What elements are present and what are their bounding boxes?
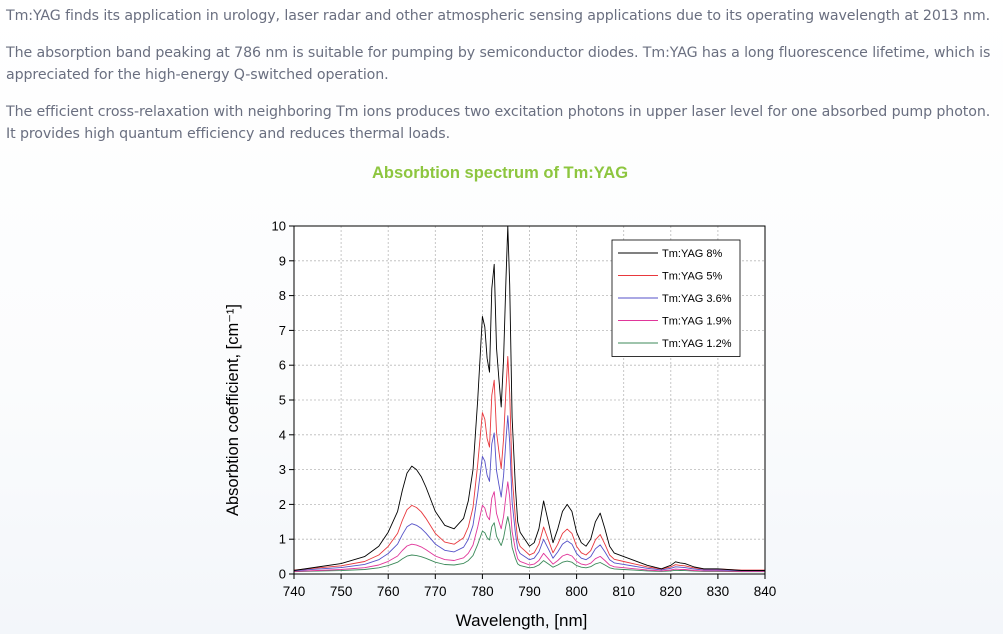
legend-label: Tm:YAG 1.2% — [662, 338, 732, 350]
y-tick-label: 9 — [279, 253, 286, 268]
x-tick-label: 770 — [424, 584, 447, 599]
x-tick-label: 820 — [660, 584, 683, 599]
y-tick-label: 10 — [272, 219, 286, 234]
series-line — [293, 481, 765, 572]
y-tick-label: 2 — [279, 497, 286, 512]
y-tick-label: 3 — [279, 462, 286, 477]
series-line — [293, 225, 765, 571]
series-line — [293, 415, 765, 572]
legend-label: Tm:YAG 3.6% — [662, 293, 732, 305]
y-tick-label: 6 — [279, 358, 286, 373]
x-tick-label: 750 — [330, 584, 353, 599]
x-tick-label: 740 — [283, 584, 306, 599]
x-axis-label: Wavelength, [nm] — [456, 611, 588, 630]
x-tick-label: 780 — [471, 584, 494, 599]
y-tick-label: 0 — [279, 567, 286, 582]
y-tick-label: 5 — [279, 393, 286, 408]
x-tick-label: 790 — [518, 584, 541, 599]
legend-label: Tm:YAG 8% — [662, 248, 723, 260]
y-tick-label: 8 — [279, 288, 286, 303]
y-tick-label: 4 — [279, 427, 286, 442]
x-tick-label: 840 — [754, 584, 777, 599]
series-line — [293, 356, 765, 571]
y-tick-label: 7 — [279, 323, 286, 338]
series-line — [293, 516, 765, 573]
x-tick-label: 800 — [565, 584, 588, 599]
paragraph-2: The absorption band peaking at 786 nm is… — [6, 45, 991, 83]
legend-label: Tm:YAG 1.9% — [662, 316, 732, 328]
absorption-chart: Absorbtion spectrum of Tm:YAG 740 750 760 7… — [224, 164, 777, 630]
x-tick-label: 760 — [377, 584, 400, 599]
y-axis-label: Absorbtion coefficient, [cm⁻¹] — [224, 304, 242, 516]
chart-title: Absorbtion spectrum of Tm:YAG — [372, 164, 628, 182]
x-tick-label: 830 — [707, 584, 730, 599]
y-tick-label: 1 — [279, 532, 286, 547]
legend-label: Tm:YAG 5% — [662, 271, 723, 283]
x-tick-label: 810 — [612, 584, 635, 599]
paragraph-1: Tm:YAG finds its application in urology,… — [6, 8, 991, 24]
paragraph-3: The efficient cross-relaxation with neig… — [6, 104, 991, 142]
